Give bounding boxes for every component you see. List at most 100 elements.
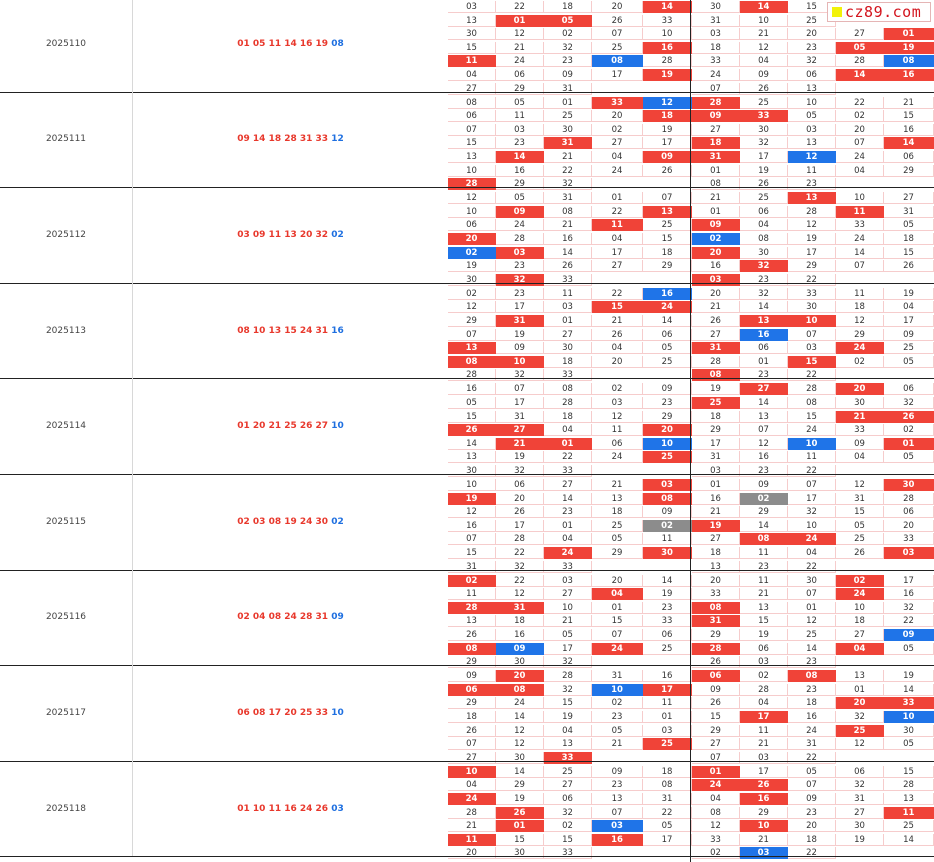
- number-cell: 11: [740, 547, 788, 559]
- hit-red-cell: 26: [740, 779, 788, 792]
- number-cell: 28: [788, 205, 836, 218]
- number-cell: 28: [448, 369, 496, 382]
- red-balls: 01 05 11 14 16 19: [237, 38, 332, 49]
- number-cell: 28: [643, 55, 692, 68]
- number-cell: 27: [836, 28, 884, 41]
- number-cell: [884, 656, 934, 669]
- hit-red-cell: 25: [836, 724, 884, 737]
- hit-blue-cell: 08: [592, 55, 643, 68]
- hit-red-cell: 01: [884, 28, 934, 41]
- number-cell: 05: [788, 110, 836, 123]
- hit-blue-cell: 03: [740, 847, 788, 860]
- number-cell: 12: [448, 301, 496, 314]
- number-cell: 01: [544, 96, 592, 109]
- number-cell: 06: [740, 342, 788, 355]
- number-cell: 33: [544, 273, 592, 286]
- number-cell: 05: [884, 219, 934, 232]
- hit-red-cell: 09: [496, 205, 544, 218]
- hit-red-cell: 24: [788, 533, 836, 546]
- row-divider: [0, 474, 934, 475]
- number-cell: 03: [544, 301, 592, 314]
- number-cell: 01: [592, 601, 643, 614]
- hit-red-cell: 08: [448, 642, 496, 655]
- hit-red-cell: 13: [788, 192, 836, 205]
- number-cell: 18: [836, 301, 884, 314]
- number-cell: 18: [496, 615, 544, 628]
- number-cell: 30: [740, 246, 788, 259]
- number-cell: 21: [592, 738, 643, 751]
- number-cell: 26: [884, 260, 934, 273]
- hit-red-cell: 08: [643, 492, 692, 505]
- site-logo[interactable]: cz89.com: [827, 2, 931, 22]
- logo-text: cz89.com: [845, 3, 922, 21]
- number-cell: 23: [496, 137, 544, 150]
- number-cell: 13: [448, 451, 496, 464]
- hit-red-cell: 08: [788, 670, 836, 683]
- number-cell: 30: [544, 342, 592, 355]
- number-cell: 16: [544, 233, 592, 245]
- number-cell: 19: [448, 260, 496, 273]
- number-cell: 26: [592, 14, 643, 27]
- row-divider: [0, 378, 934, 380]
- number-cell: [884, 465, 934, 477]
- number-cell: 15: [740, 615, 788, 628]
- hit-red-cell: 14: [884, 137, 934, 150]
- number-cell: 16: [448, 383, 496, 396]
- number-cell: 07: [448, 123, 496, 136]
- red-balls: 09 14 18 28 31 33: [237, 134, 332, 145]
- number-cell: 15: [448, 41, 496, 54]
- number-cell: 32: [836, 711, 884, 723]
- red-balls: 08 10 13 15 24 31: [237, 325, 332, 336]
- number-cell: 29: [496, 178, 544, 191]
- hit-red-cell: 31: [692, 615, 740, 628]
- number-cell: 22: [788, 465, 836, 477]
- number-cell: 10: [448, 164, 496, 177]
- number-cell: 25: [740, 96, 788, 109]
- number-cell: 11: [496, 110, 544, 123]
- number-cell: 03: [496, 123, 544, 136]
- period-row: 2025113 08 10 13 15 24 31 16: [0, 282, 448, 380]
- number-cell: 17: [884, 574, 934, 587]
- number-cell: 19: [788, 233, 836, 245]
- number-cell: 29: [788, 260, 836, 273]
- hit-red-cell: 01: [692, 765, 740, 778]
- number-cell: 12: [740, 41, 788, 54]
- number-cell: 32: [788, 506, 836, 519]
- number-cell: 10: [836, 601, 884, 614]
- hit-blue-cell: 02: [692, 233, 740, 245]
- number-cell: 12: [496, 724, 544, 737]
- number-cell: 05: [836, 519, 884, 532]
- number-cell: 06: [836, 765, 884, 778]
- hit-red-cell: 14: [740, 1, 788, 13]
- number-cell: 04: [788, 547, 836, 559]
- blue-ball: 10: [331, 707, 344, 718]
- number-cell: 07: [788, 479, 836, 491]
- number-cell: 24: [788, 724, 836, 737]
- number-cell: 07: [592, 806, 643, 819]
- number-cell: 30: [496, 751, 544, 764]
- number-cell: 10: [448, 205, 496, 218]
- number-cell: 16: [788, 711, 836, 723]
- number-cell: 08: [544, 205, 592, 218]
- number-cell: 27: [836, 806, 884, 819]
- column-divider: [690, 0, 691, 862]
- number-cell: 03: [692, 465, 740, 477]
- number-cell: 05: [788, 765, 836, 778]
- hit-red-cell: 10: [740, 820, 788, 833]
- number-cell: 27: [836, 629, 884, 641]
- number-cell: 06: [788, 69, 836, 81]
- number-cell: 20: [496, 492, 544, 505]
- hit-red-cell: 09: [692, 110, 740, 123]
- number-cell: 31: [496, 410, 544, 423]
- number-cell: 27: [544, 328, 592, 341]
- number-cell: 26: [544, 260, 592, 273]
- number-cell: 05: [496, 96, 544, 109]
- number-cell: 01: [643, 711, 692, 723]
- number-cell: 31: [448, 560, 496, 573]
- number-cell: 18: [692, 41, 740, 54]
- number-cell: 16: [740, 451, 788, 464]
- number-cell: 27: [692, 533, 740, 546]
- number-cell: 09: [448, 670, 496, 683]
- number-cell: 31: [836, 793, 884, 805]
- number-cell: 33: [692, 588, 740, 601]
